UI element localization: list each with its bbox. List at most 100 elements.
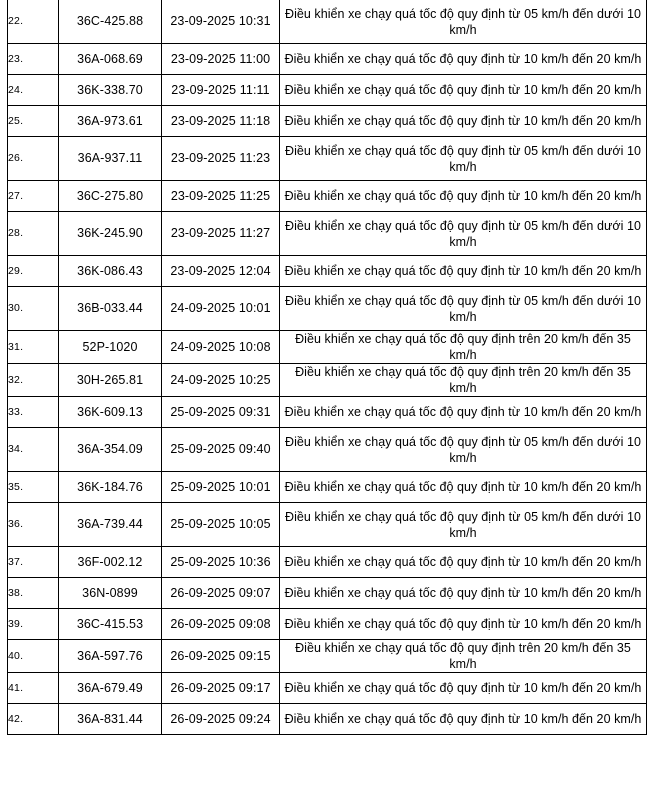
cell-index: 39. <box>7 608 59 640</box>
cell-license-plate: 36A-937.11 <box>58 136 162 181</box>
cell-violation-time: 23-09-2025 11:27 <box>161 211 280 256</box>
cell-violation-description: Điều khiển xe chạy quá tốc độ quy định t… <box>279 74 647 106</box>
cell-violation-time: 23-09-2025 12:04 <box>161 255 280 287</box>
cell-violation-time: 23-09-2025 11:23 <box>161 136 280 181</box>
cell-license-plate: 36F-002.12 <box>58 546 162 578</box>
cell-license-plate: 36K-245.90 <box>58 211 162 256</box>
cell-index: 35. <box>7 471 59 503</box>
cell-violation-description: Điều khiển xe chạy quá tốc độ quy định t… <box>279 396 647 428</box>
cell-violation-description: Điều khiển xe chạy quá tốc độ quy định t… <box>279 427 647 472</box>
cell-index: 22. <box>7 0 59 44</box>
cell-violation-time: 26-09-2025 09:07 <box>161 577 280 609</box>
cell-index: 25. <box>7 105 59 137</box>
table-row: 28. 36K-245.90 23-09-2025 11:27 Điều khiển … <box>7 211 647 256</box>
table-row: 25. 36A-973.61 23-09-2025 11:18 Điều khiển … <box>7 105 647 137</box>
cell-index: 37. <box>7 546 59 578</box>
cell-violation-description: Điều khiển xe chạy quá tốc độ quy định t… <box>279 255 647 287</box>
cell-violation-description: Điều khiển xe chạy quá tốc độ quy định t… <box>279 608 647 640</box>
cell-license-plate: 36A-354.09 <box>58 427 162 472</box>
cell-license-plate: 36A-739.44 <box>58 502 162 547</box>
cell-index: 23. <box>7 43 59 75</box>
cell-license-plate: 36K-609.13 <box>58 396 162 428</box>
cell-violation-time: 25-09-2025 10:05 <box>161 502 280 547</box>
cell-license-plate: 36K-086.43 <box>58 255 162 287</box>
cell-violation-time: 23-09-2025 10:31 <box>161 0 280 44</box>
cell-violation-description: Điều khiển xe chạy quá tốc độ quy định t… <box>279 136 647 181</box>
cell-violation-time: 23-09-2025 11:18 <box>161 105 280 137</box>
table-row: 34. 36A-354.09 25-09-2025 09:40 Điều khiển … <box>7 427 647 472</box>
table-row: 33. 36K-609.13 25-09-2025 09:31 Điều khiển … <box>7 396 647 428</box>
violation-table-body: 22. 36C-425.88 23-09-2025 10:31 Điều khiển … <box>7 0 647 735</box>
cell-index: 38. <box>7 577 59 609</box>
cell-license-plate: 36A-679.49 <box>58 672 162 704</box>
cell-violation-description: Điều khiển xe chạy quá tốc độ quy định t… <box>279 546 647 578</box>
violation-table-container: 22. 36C-425.88 23-09-2025 10:31 Điều khiển … <box>7 0 647 735</box>
cell-violation-description: Điều khiển xe chạy quá tốc độ quy định t… <box>279 286 647 331</box>
cell-index: 31. <box>7 330 59 364</box>
cell-license-plate: 30H-265.81 <box>58 363 162 397</box>
cell-index: 33. <box>7 396 59 428</box>
table-row: 29. 36K-086.43 23-09-2025 12:04 Điều khiển … <box>7 255 647 287</box>
cell-index: 27. <box>7 180 59 212</box>
cell-violation-description: Điều khiển xe chạy quá tốc độ quy định t… <box>279 502 647 547</box>
cell-index: 42. <box>7 703 59 735</box>
cell-violation-description: Điều khiển xe chạy quá tốc độ quy định t… <box>279 703 647 735</box>
cell-violation-time: 26-09-2025 09:17 <box>161 672 280 704</box>
cell-index: 26. <box>7 136 59 181</box>
cell-violation-description: Điều khiển xe chạy quá tốc độ quy định t… <box>279 577 647 609</box>
cell-violation-description: Điều khiển xe chạy quá tốc độ quy định t… <box>279 105 647 137</box>
table-row: 24. 36K-338.70 23-09-2025 11:11 Điều khiển … <box>7 74 647 106</box>
cell-index: 24. <box>7 74 59 106</box>
table-row: 27. 36C-275.80 23-09-2025 11:25 Điều khiển … <box>7 180 647 212</box>
cell-license-plate: 36K-338.70 <box>58 74 162 106</box>
table-row: 37. 36F-002.12 25-09-2025 10:36 Điều khiển … <box>7 546 647 578</box>
cell-violation-description: Điều khiển xe chạy quá tốc độ quy định t… <box>279 471 647 503</box>
table-row: 31. 52P-1020 24-09-2025 10:08 Điều khiển xe… <box>7 330 647 364</box>
cell-violation-description: Điều khiển xe chạy quá tốc độ quy định t… <box>279 363 647 397</box>
table-row: 39. 36C-415.53 26-09-2025 09:08 Điều khiển … <box>7 608 647 640</box>
table-row: 26. 36A-937.11 23-09-2025 11:23 Điều khiển … <box>7 136 647 181</box>
cell-license-plate: 36K-184.76 <box>58 471 162 503</box>
cell-violation-time: 26-09-2025 09:24 <box>161 703 280 735</box>
table-row: 42. 36A-831.44 26-09-2025 09:24 Điều khiển … <box>7 703 647 735</box>
table-row: 30. 36B-033.44 24-09-2025 10:01 Điều khiển … <box>7 286 647 331</box>
table-row: 36. 36A-739.44 25-09-2025 10:05 Điều khiển … <box>7 502 647 547</box>
cell-violation-description: Điều khiển xe chạy quá tốc độ quy định t… <box>279 330 647 364</box>
cell-license-plate: 36B-033.44 <box>58 286 162 331</box>
cell-violation-description: Điều khiển xe chạy quá tốc độ quy định t… <box>279 43 647 75</box>
cell-violation-description: Điều khiển xe chạy quá tốc độ quy định t… <box>279 180 647 212</box>
cell-license-plate: 36A-973.61 <box>58 105 162 137</box>
cell-license-plate: 36N-0899 <box>58 577 162 609</box>
cell-index: 28. <box>7 211 59 256</box>
table-row: 35. 36K-184.76 25-09-2025 10:01 Điều khiển … <box>7 471 647 503</box>
cell-violation-description: Điều khiển xe chạy quá tốc độ quy định t… <box>279 0 647 44</box>
cell-index: 40. <box>7 639 59 673</box>
cell-violation-time: 25-09-2025 09:40 <box>161 427 280 472</box>
cell-license-plate: 52P-1020 <box>58 330 162 364</box>
cell-violation-time: 24-09-2025 10:01 <box>161 286 280 331</box>
cell-license-plate: 36A-597.76 <box>58 639 162 673</box>
cell-violation-description: Điều khiển xe chạy quá tốc độ quy định t… <box>279 211 647 256</box>
cell-violation-time: 23-09-2025 11:25 <box>161 180 280 212</box>
cell-violation-description: Điều khiển xe chạy quá tốc độ quy định t… <box>279 672 647 704</box>
table-row: 40. 36A-597.76 26-09-2025 09:15 Điều khiển … <box>7 639 647 673</box>
table-row: 38. 36N-0899 26-09-2025 09:07 Điều khiển xe… <box>7 577 647 609</box>
cell-violation-time: 25-09-2025 09:31 <box>161 396 280 428</box>
cell-index: 36. <box>7 502 59 547</box>
cell-violation-time: 25-09-2025 10:36 <box>161 546 280 578</box>
cell-violation-time: 26-09-2025 09:15 <box>161 639 280 673</box>
cell-index: 29. <box>7 255 59 287</box>
table-row: 32. 30H-265.81 24-09-2025 10:25 Điều khiển … <box>7 363 647 397</box>
cell-violation-time: 26-09-2025 09:08 <box>161 608 280 640</box>
cell-license-plate: 36C-425.88 <box>58 0 162 44</box>
cell-index: 41. <box>7 672 59 704</box>
cell-license-plate: 36A-831.44 <box>58 703 162 735</box>
cell-violation-time: 23-09-2025 11:00 <box>161 43 280 75</box>
cell-index: 32. <box>7 363 59 397</box>
table-row: 22. 36C-425.88 23-09-2025 10:31 Điều khiển … <box>7 0 647 44</box>
cell-license-plate: 36A-068.69 <box>58 43 162 75</box>
cell-index: 30. <box>7 286 59 331</box>
violation-table: 22. 36C-425.88 23-09-2025 10:31 Điều khiển … <box>7 0 647 735</box>
cell-violation-time: 24-09-2025 10:08 <box>161 330 280 364</box>
